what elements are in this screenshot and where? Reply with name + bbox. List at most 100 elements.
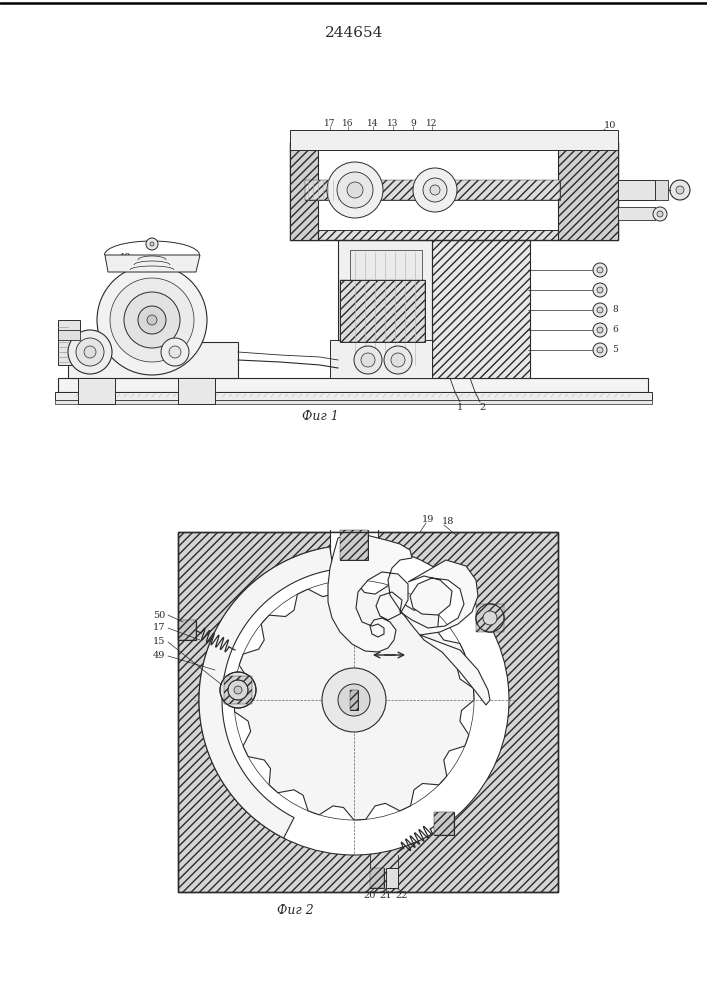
- Polygon shape: [618, 207, 655, 220]
- Polygon shape: [290, 142, 318, 240]
- Polygon shape: [350, 690, 358, 710]
- Circle shape: [670, 180, 690, 200]
- Polygon shape: [476, 604, 504, 632]
- Circle shape: [593, 263, 607, 277]
- Polygon shape: [350, 690, 358, 710]
- Polygon shape: [290, 130, 618, 150]
- Circle shape: [110, 278, 194, 362]
- Polygon shape: [432, 240, 530, 378]
- Polygon shape: [224, 676, 252, 704]
- Polygon shape: [178, 378, 215, 404]
- Polygon shape: [350, 250, 422, 368]
- Circle shape: [84, 346, 96, 358]
- Polygon shape: [58, 320, 80, 365]
- Circle shape: [597, 307, 603, 313]
- Text: 21: 21: [380, 890, 392, 900]
- Circle shape: [354, 346, 382, 374]
- Circle shape: [483, 611, 497, 625]
- Polygon shape: [434, 812, 454, 835]
- Text: 50: 50: [153, 610, 165, 619]
- Circle shape: [234, 686, 242, 694]
- Text: 10: 10: [604, 120, 617, 129]
- Polygon shape: [558, 142, 618, 240]
- Polygon shape: [105, 255, 200, 272]
- Polygon shape: [68, 342, 238, 378]
- Circle shape: [124, 292, 180, 348]
- Circle shape: [593, 343, 607, 357]
- Circle shape: [597, 327, 603, 333]
- Text: 16: 16: [342, 118, 354, 127]
- Polygon shape: [330, 340, 432, 378]
- Circle shape: [220, 672, 256, 708]
- Circle shape: [384, 346, 412, 374]
- Polygon shape: [328, 532, 490, 705]
- Text: 12: 12: [426, 118, 438, 127]
- Circle shape: [97, 265, 207, 375]
- Circle shape: [138, 306, 166, 334]
- Circle shape: [593, 283, 607, 297]
- Text: 13: 13: [387, 118, 399, 127]
- Polygon shape: [178, 620, 196, 640]
- Circle shape: [653, 207, 667, 221]
- Text: 14: 14: [367, 118, 379, 127]
- Text: 1: 1: [457, 403, 463, 412]
- Polygon shape: [234, 580, 474, 820]
- Circle shape: [169, 346, 181, 358]
- Circle shape: [413, 168, 457, 212]
- Polygon shape: [338, 240, 432, 378]
- Circle shape: [322, 668, 386, 732]
- Circle shape: [476, 604, 504, 632]
- Text: Фиг 1: Фиг 1: [302, 410, 339, 422]
- Polygon shape: [178, 620, 196, 640]
- Polygon shape: [655, 180, 668, 200]
- Polygon shape: [58, 378, 648, 392]
- Circle shape: [593, 323, 607, 337]
- Text: 244654: 244654: [325, 26, 383, 40]
- Polygon shape: [290, 142, 618, 240]
- Text: 17: 17: [153, 624, 165, 633]
- Text: 15: 15: [153, 638, 165, 647]
- Circle shape: [338, 684, 370, 716]
- Circle shape: [68, 330, 112, 374]
- Polygon shape: [618, 180, 655, 200]
- Polygon shape: [330, 532, 378, 560]
- Polygon shape: [340, 530, 368, 560]
- Text: 2: 2: [479, 403, 485, 412]
- Text: 18: 18: [442, 518, 454, 526]
- Circle shape: [676, 186, 684, 194]
- Text: 6: 6: [612, 326, 618, 334]
- Polygon shape: [305, 150, 560, 230]
- Circle shape: [597, 287, 603, 293]
- Circle shape: [150, 242, 154, 246]
- Text: 15: 15: [414, 241, 426, 250]
- Circle shape: [146, 238, 158, 250]
- Polygon shape: [370, 868, 384, 888]
- Polygon shape: [305, 180, 560, 200]
- Circle shape: [327, 162, 383, 218]
- Circle shape: [161, 338, 189, 366]
- Circle shape: [199, 545, 509, 855]
- Polygon shape: [178, 532, 558, 892]
- Circle shape: [593, 303, 607, 317]
- Text: 20: 20: [364, 890, 376, 900]
- Text: 22: 22: [396, 890, 408, 900]
- Text: 8: 8: [612, 306, 618, 314]
- Text: 19: 19: [422, 516, 434, 524]
- Polygon shape: [58, 330, 80, 340]
- Polygon shape: [340, 280, 425, 342]
- Polygon shape: [370, 868, 384, 888]
- Text: 49: 49: [153, 652, 165, 660]
- Circle shape: [347, 182, 363, 198]
- Circle shape: [423, 178, 447, 202]
- Circle shape: [337, 172, 373, 208]
- Circle shape: [76, 338, 104, 366]
- Text: Фиг 2: Фиг 2: [276, 904, 313, 916]
- Polygon shape: [340, 530, 368, 560]
- Polygon shape: [199, 547, 334, 838]
- Text: 5: 5: [612, 346, 618, 355]
- Circle shape: [391, 353, 405, 367]
- Polygon shape: [55, 400, 652, 404]
- Circle shape: [361, 353, 375, 367]
- Text: 9: 9: [410, 118, 416, 127]
- Polygon shape: [305, 180, 560, 200]
